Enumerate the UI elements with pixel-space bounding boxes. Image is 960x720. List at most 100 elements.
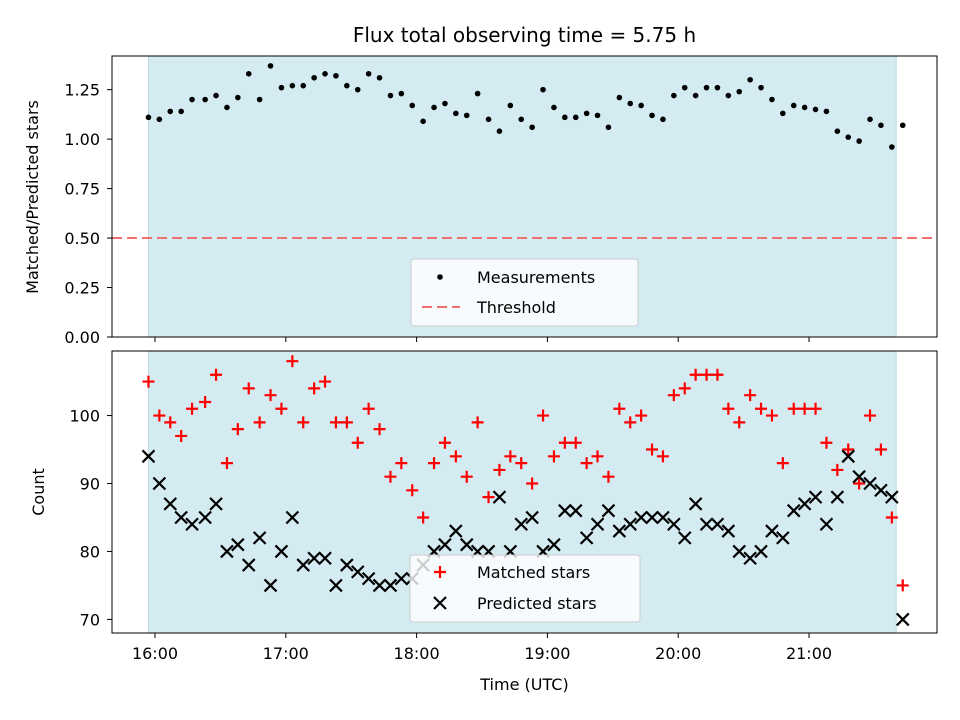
matched-star-point [471,416,484,429]
matched-star-point [460,470,473,483]
matched-star-point [864,409,877,422]
predicted-star-point [296,558,311,572]
matched-star-point [286,355,299,368]
predicted-star-point [231,537,245,552]
measurement-point [551,104,557,111]
predicted-star-point [185,517,199,532]
measurement-point [834,128,841,134]
matched-star-point [711,368,724,381]
predicted-star-point [743,551,757,566]
predicted-star-point [874,483,888,498]
measurement-point [671,92,677,99]
matched-star-point [678,382,691,395]
predicted-star-point [568,503,583,518]
matched-star-point [253,416,266,429]
x-tick-label: 17:00 [263,644,309,663]
x-tick-label: 16:00 [132,644,178,663]
matched-star-point [635,409,648,422]
matched-star-point [842,443,855,456]
measurement-point [235,94,241,101]
matched-star-point [351,436,364,449]
matched-star-point [186,402,199,415]
measurement-point [333,72,339,79]
legend-matched-label: Matched stars [477,563,590,582]
predicted-star-point [449,524,463,538]
matched-star-point [667,389,680,402]
matched-star-point [580,457,593,470]
measurement-point [463,112,470,119]
matched-star-point [558,436,571,449]
matched-star-point [874,443,887,456]
top-y-axis-label: Matched/Predicted stars [23,100,42,294]
matched-star-point [722,402,735,415]
measurement-point [780,110,786,117]
matched-star-point [755,402,768,415]
predicted-star-point [830,490,845,504]
matched-star-point [853,477,866,490]
matched-star-point [515,457,528,470]
matched-star-point [602,470,615,483]
matched-star-point [242,382,255,395]
matched-star-point [210,368,223,381]
measurement-point [453,110,459,117]
measurement-point [540,86,546,93]
measurement-point [300,82,307,89]
matched-star-point [384,470,397,483]
bottom-y-tick-label: 90 [80,475,100,494]
measurement-point [224,104,230,111]
measurement-point [156,116,163,123]
predicted-star-point [885,490,899,504]
measurement-point [714,84,721,91]
matched-star-point [896,579,909,592]
top-y-tick-label: 0.25 [64,279,100,298]
matched-star-point [340,416,353,429]
predicted-star-point [797,497,812,511]
measurement-point [736,88,743,95]
matched-star-point [787,402,800,415]
matched-star-point [319,375,332,388]
legend-measurements-label: Measurements [477,268,595,287]
predicted-star-point [863,476,877,491]
predicted-star-point [786,503,801,518]
x-tick-label: 18:00 [394,644,440,663]
predicted-star-point [361,571,376,586]
predicted-star-point [634,510,648,525]
predicted-star-point [394,571,409,586]
top-panel: 0.00 0.25 0.50 0.75 1.00 1.25 Matched/Predict… [23,55,938,347]
matched-star-point [656,450,669,463]
matched-star-point [395,457,408,470]
predicted-star-point [274,544,289,559]
matched-star-point [700,368,713,381]
matched-star-point [275,402,288,415]
predicted-star-point [754,544,768,559]
predicted-star-point [285,510,300,525]
measurement-point [627,100,634,107]
predicted-star-point [163,497,178,511]
measurement-point [518,116,525,123]
predicted-star-point [241,558,256,572]
matched-star-point [493,463,506,476]
top-y-tick-label: 0.50 [64,229,100,248]
measurement-point [365,71,372,77]
measurement-point [167,108,174,115]
predicted-star-point [699,517,714,532]
legend-threshold-label: Threshold [476,298,556,317]
predicted-star-point [329,578,343,593]
predicted-stars-points [141,449,910,627]
measurement-point [562,114,568,121]
matched-star-point [765,409,778,422]
top-y-tick-label: 0.75 [64,180,100,199]
matched-star-point [449,450,462,463]
measurement-point [681,84,688,91]
matched-star-point [820,436,833,449]
measurement-point [660,116,666,123]
measurement-point [387,92,394,99]
predicted-star-point [776,531,790,545]
measurement-point [442,100,448,107]
legend-matched-marker [434,566,446,578]
matched-star-point [613,402,626,415]
measurement-point [354,86,361,93]
measurement-point [856,138,862,144]
matched-star-point [329,416,342,429]
